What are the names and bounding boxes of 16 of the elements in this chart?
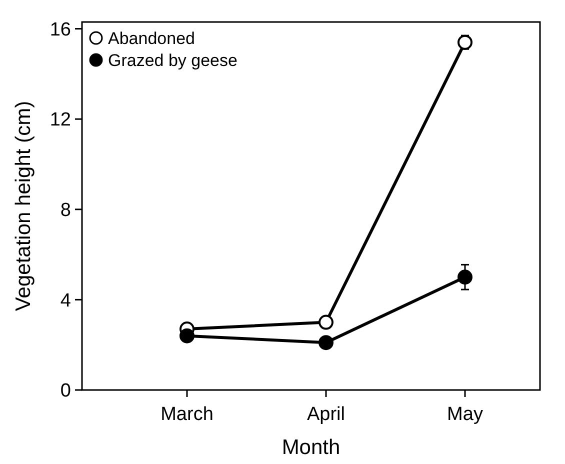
point: [318, 314, 334, 330]
y-tick-label: 4: [60, 290, 72, 312]
x-axis-title: Month: [282, 436, 340, 459]
y-tick-label: 0: [60, 380, 71, 402]
y-tick-label: 12: [50, 110, 71, 131]
point: [458, 270, 472, 285]
legend-label: Grazed by geese: [108, 50, 238, 70]
x-tick-label: April: [306, 404, 346, 425]
y-axis-title: Vegetation height (cm): [12, 100, 35, 312]
x-tick-label: May: [447, 404, 484, 425]
legend-label: Abandoned: [108, 28, 195, 48]
y-tick-label: 16: [50, 19, 71, 40]
y-tick-label: 8: [60, 200, 71, 222]
x-tick-label: March: [160, 404, 214, 425]
point: [180, 328, 194, 344]
point: [318, 335, 334, 350]
